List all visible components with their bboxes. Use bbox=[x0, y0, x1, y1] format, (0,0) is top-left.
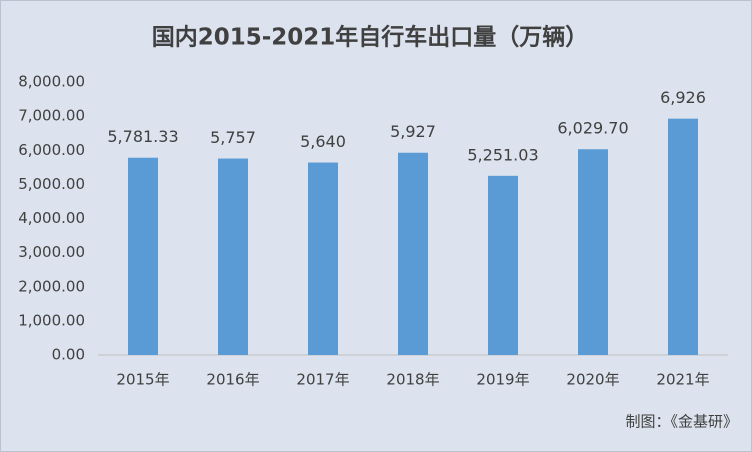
x-tick-label: 2020年 bbox=[566, 371, 619, 389]
value-label: 5,757 bbox=[210, 128, 256, 147]
x-tick-label: 2015年 bbox=[116, 371, 169, 389]
bar bbox=[488, 175, 518, 355]
x-tick-label: 2021年 bbox=[656, 371, 709, 389]
y-tick-label: 5,000.00 bbox=[18, 175, 85, 193]
value-label: 5,251.03 bbox=[467, 145, 538, 164]
chart-title: 国内2015-2021年自行车出口量（万辆） bbox=[152, 24, 589, 51]
y-tick-label: 1,000.00 bbox=[18, 311, 85, 329]
bar bbox=[308, 162, 338, 355]
value-label: 6,029.70 bbox=[557, 119, 628, 138]
bar bbox=[398, 152, 428, 355]
value-label: 5,640 bbox=[300, 132, 346, 151]
value-label: 5,927 bbox=[390, 122, 436, 141]
y-tick-label: 0.00 bbox=[52, 346, 85, 364]
y-tick-label: 6,000.00 bbox=[18, 141, 85, 159]
x-tick-label: 2018年 bbox=[386, 371, 439, 389]
y-tick-label: 8,000.00 bbox=[18, 73, 85, 91]
x-tick-label: 2019年 bbox=[476, 371, 529, 389]
y-tick-label: 3,000.00 bbox=[18, 243, 85, 261]
y-tick-label: 7,000.00 bbox=[18, 107, 85, 125]
value-label: 6,926 bbox=[660, 88, 706, 107]
y-tick-label: 2,000.00 bbox=[18, 277, 85, 295]
value-label: 5,781.33 bbox=[107, 127, 178, 146]
x-tick-label: 2016年 bbox=[206, 371, 259, 389]
source-note: 制图：《金基研》 bbox=[625, 413, 738, 431]
bar bbox=[668, 118, 698, 355]
bar bbox=[128, 157, 158, 355]
bar bbox=[218, 158, 248, 355]
x-tick-label: 2017年 bbox=[296, 371, 349, 389]
y-tick-label: 4,000.00 bbox=[18, 209, 85, 227]
bar bbox=[578, 149, 608, 355]
